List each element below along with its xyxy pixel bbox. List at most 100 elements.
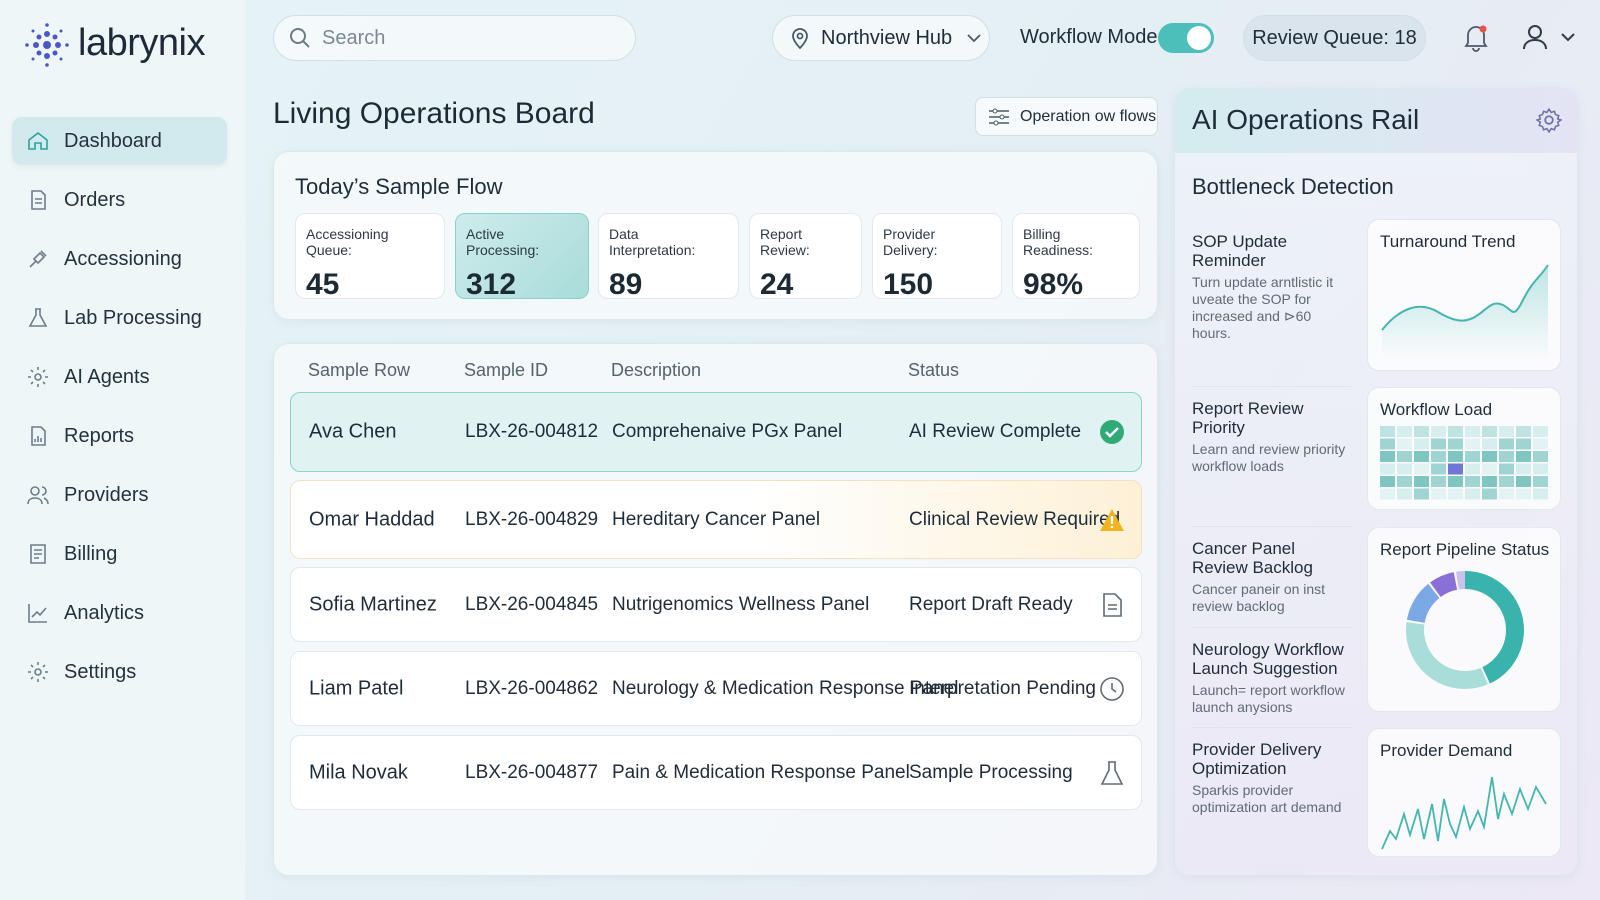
nav-item[interactable]: Orders	[12, 176, 227, 224]
column-header: Sample ID	[464, 360, 549, 380]
insight-title: Provider Delivery Optimization	[1192, 740, 1322, 778]
heat-cell	[1516, 463, 1531, 475]
cell-id: LBX-26-004845	[465, 593, 599, 615]
insight[interactable]: Cancer Panel Review Backlog Cancer paneir…	[1192, 539, 1352, 615]
mode-toggle[interactable]	[1158, 23, 1214, 53]
cell-id: LBX-26-004812	[465, 421, 599, 442]
insight[interactable]: SOP Update Reminder Turn update arntlisti…	[1192, 232, 1352, 342]
toggle-knob	[1187, 26, 1211, 50]
heat-cell	[1380, 438, 1395, 450]
heat-cell	[1380, 463, 1395, 475]
table-row[interactable]: Omar Haddad LBX-26-004829 Hereditary Cance…	[290, 480, 1142, 559]
nav-label: Accessioning	[64, 247, 182, 270]
review-queue[interactable]: Review Queue: 18	[1243, 15, 1426, 61]
heat-cell	[1448, 476, 1463, 487]
search-icon	[290, 28, 310, 48]
nav-label: Settings	[64, 660, 137, 683]
stat-tile: Active Processing: 312	[455, 213, 589, 301]
heat-cell	[1465, 463, 1480, 475]
heat-cell	[1414, 463, 1429, 475]
stat-value: 150	[883, 268, 934, 301]
heat-cell	[1397, 488, 1412, 500]
insight-title: Neurology Workflow Launch Suggestion	[1192, 640, 1344, 678]
heat-cell	[1380, 451, 1395, 462]
table-row[interactable]: Liam Patel LBX-26-004862 Neurology & Medic…	[290, 651, 1142, 726]
mini-card[interactable]: Report Pipeline Status	[1367, 527, 1561, 712]
table-row[interactable]: Mila Novak LBX-26-004877 Pain & Medication…	[290, 735, 1142, 810]
load-heatmap	[1380, 426, 1548, 500]
cell-description: Neurology & Medication Response Panel	[612, 677, 959, 699]
stat-tile: Accessioning Queue: 45	[295, 213, 445, 301]
cell-id: LBX-26-004829	[465, 508, 599, 530]
mini-card[interactable]: Workflow Load	[1367, 387, 1561, 510]
mode-label: Workflow Mode	[1020, 26, 1158, 48]
nav-item[interactable]: Reports	[12, 412, 227, 460]
heat-cell	[1465, 451, 1480, 462]
heat-cell	[1465, 438, 1480, 450]
nav-item[interactable]: AI Agents	[12, 353, 227, 401]
bell-icon[interactable]	[1462, 22, 1490, 52]
nav-label: Billing	[64, 542, 118, 565]
chevron	[967, 34, 981, 43]
nav-item[interactable]: Billing	[12, 530, 227, 578]
nav-item[interactable]: Lab Processing	[12, 294, 227, 342]
nav-item[interactable]: Providers	[12, 471, 227, 519]
insight[interactable]: Provider Delivery Optimization Sparkis pr…	[1192, 740, 1352, 816]
search-box[interactable]: Search	[273, 15, 636, 61]
heat-cell	[1499, 438, 1514, 450]
heat-cell	[1516, 426, 1531, 437]
cell-name: Omar Haddad	[309, 508, 435, 530]
demand-sparkline	[1381, 776, 1547, 850]
heat-cell	[1516, 488, 1531, 500]
heat-cell	[1397, 451, 1412, 462]
stat-value: 24	[760, 268, 794, 301]
cell-name: Liam Patel	[309, 677, 404, 699]
stat-value: 312	[466, 268, 517, 301]
heat-cell	[1482, 451, 1497, 462]
insight[interactable]: Neurology Workflow Launch Suggestion Laun…	[1192, 640, 1352, 716]
flows-button[interactable]: Operation ow flows	[975, 97, 1158, 136]
insight-text: Sparkis provider optimization art demand	[1192, 782, 1342, 815]
insight-title: SOP Update Reminder	[1192, 232, 1288, 270]
nav-item[interactable]: Settings	[12, 648, 227, 696]
column-header: Sample Row	[308, 360, 411, 380]
column-header: Status	[908, 360, 960, 380]
heat-cell	[1465, 476, 1480, 487]
heat-cell	[1465, 488, 1480, 500]
stat-label: Active Processing:	[466, 226, 540, 258]
heat-cell	[1431, 476, 1446, 487]
user-menu[interactable]	[1520, 22, 1582, 52]
heat-cell	[1380, 476, 1395, 487]
stat-label: Billing Readiness:	[1023, 226, 1094, 258]
heat-cell	[1431, 438, 1446, 450]
table-row[interactable]: Sofia Martinez LBX-26-004845 Nutrigenomics…	[290, 567, 1142, 642]
mini-card[interactable]: Turnaround Trend	[1367, 219, 1561, 371]
rail-settings[interactable]	[1536, 107, 1562, 133]
insight[interactable]: Report Review Priority Learn and review p…	[1192, 399, 1352, 475]
rail-section: Bottleneck Detection	[1192, 174, 1394, 199]
heat-cell	[1516, 438, 1531, 450]
table-row[interactable]: Ava Chen LBX-26-004812 Comprehenaive PGx P…	[290, 392, 1142, 472]
nav-item[interactable]: Dashboard	[12, 117, 227, 165]
nav-item[interactable]: Analytics	[12, 589, 227, 637]
stat-value: 98%	[1023, 268, 1084, 301]
cell-id: LBX-26-004877	[465, 761, 599, 783]
mini-card-title: Report Pipeline Status	[1380, 540, 1550, 559]
location-selector[interactable]: Northview Hub	[772, 15, 990, 61]
mini-card[interactable]: Provider Demand	[1367, 728, 1561, 857]
cell-name: Sofia Martinez	[309, 593, 437, 615]
review-queue-label: Review Queue: 18	[1252, 26, 1417, 49]
cell-description: Pain & Medication Response Panel	[612, 761, 910, 783]
divider	[1192, 627, 1352, 628]
stat-label: Accessioning Queue:	[306, 226, 389, 258]
heat-cell	[1533, 438, 1548, 450]
nav-label: AI Agents	[64, 365, 150, 388]
heat-cell	[1448, 451, 1463, 462]
nav-item[interactable]: Accessioning	[12, 235, 227, 283]
heat-cell	[1533, 463, 1548, 475]
heat-cell	[1482, 476, 1497, 487]
cell-name: Ava Chen	[309, 420, 397, 443]
divider	[1192, 526, 1352, 527]
heat-cell	[1431, 426, 1446, 437]
